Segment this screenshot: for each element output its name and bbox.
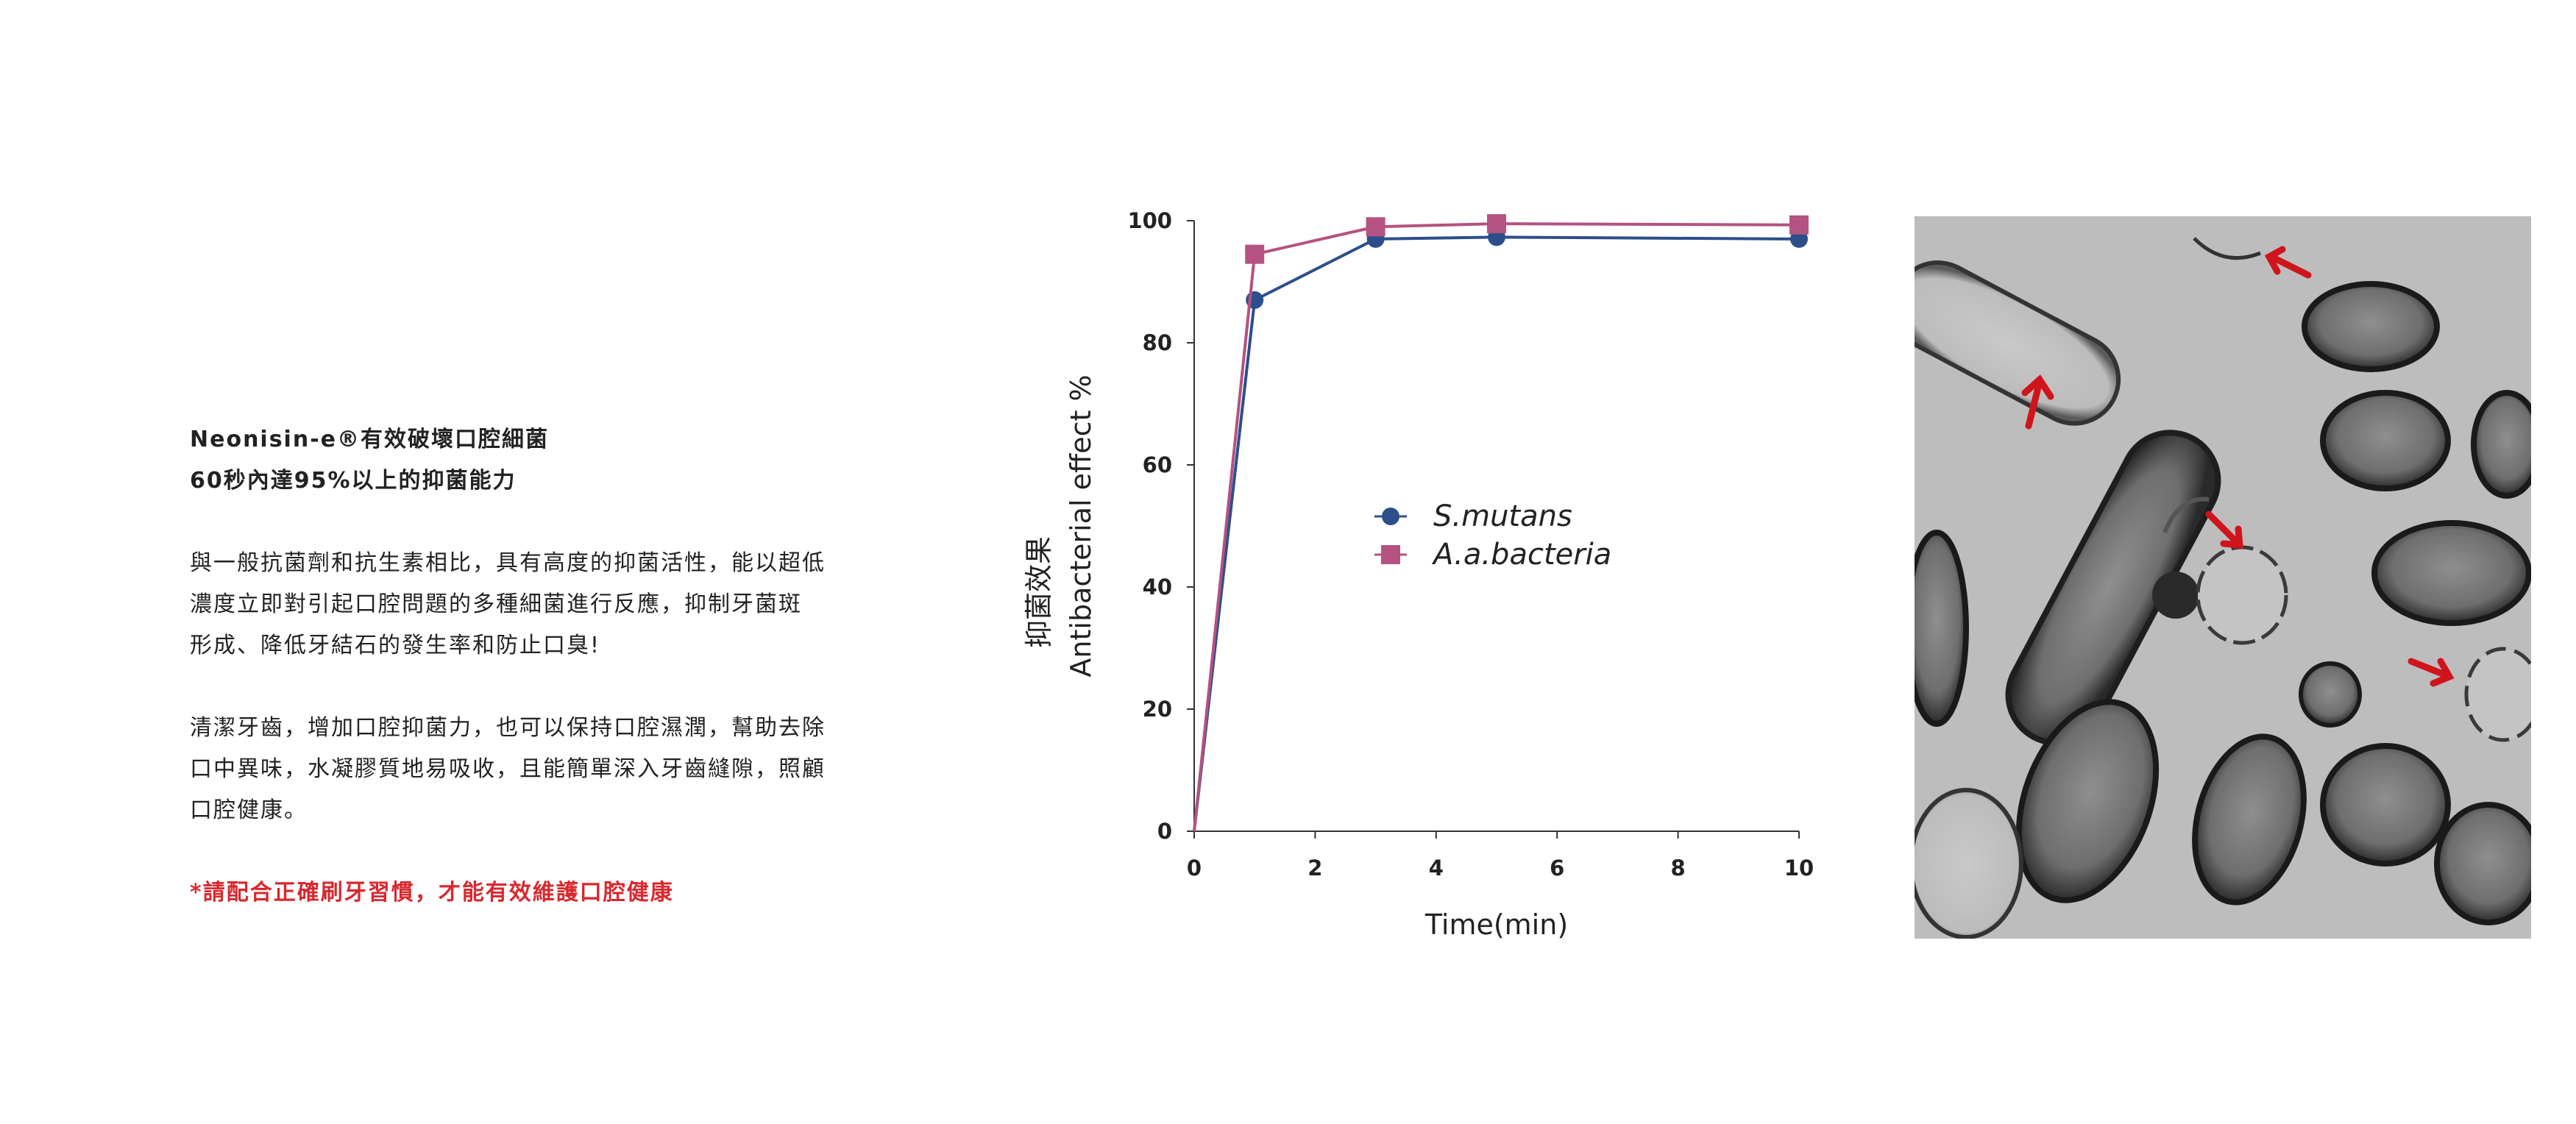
- x-axis-title: Time(min): [1424, 908, 1568, 941]
- oval-bacteria: [1915, 281, 2531, 939]
- arrow-icon: [2408, 658, 2455, 687]
- y-tick-label: 40: [1143, 575, 1172, 600]
- paragraph-1-line: 與一般抗菌劑和抗生素相比，具有高度的抑菌活性，能以超低: [190, 550, 826, 576]
- y-tick-label: 80: [1143, 330, 1172, 355]
- paragraph-1-line: 濃度立即對引起口腔問題的多種細菌進行反應，抑制牙菌斑: [190, 591, 802, 617]
- series-line: [1193, 235, 1800, 832]
- x-tick-label: 10: [1784, 856, 1814, 881]
- chart-axes: 0 20 40 60 80 100 0 2 4 6 8 10: [1127, 208, 1814, 881]
- legend-marker: [1381, 545, 1400, 564]
- headline-line-2: 60秒內達95%以上的抑菌能力: [190, 468, 517, 494]
- lysed-bacteria: [2162, 237, 2531, 742]
- x-tick-label: 8: [1671, 856, 1686, 881]
- headline-line-1: Neonisin-e®有效破壞口腔細菌: [190, 427, 549, 452]
- arrow-icon: [2021, 374, 2054, 430]
- legend-marker: [1382, 508, 1399, 525]
- y-tick-label: 60: [1143, 452, 1172, 477]
- micrograph-svg: [1915, 216, 2531, 939]
- y-axis-title-en: Antibacterial effect %: [1065, 374, 1097, 677]
- description-text: Neonisin-e®有效破壞口腔細菌 60秒內達95%以上的抑菌能力 與一般抗…: [190, 419, 896, 955]
- chart-legend: S.mutans A.a.bacteria: [1374, 499, 1611, 572]
- rod-bacterium: [1915, 260, 2221, 746]
- x-tick-label: 4: [1429, 856, 1444, 881]
- usage-note: *請配合正確刷牙習慣，才能有效維護口腔健康: [190, 880, 674, 906]
- paragraph-1: 與一般抗菌劑和抗生素相比，具有高度的抑菌活性，能以超低 濃度立即對引起口腔問題的…: [190, 543, 896, 666]
- paragraph-2-line: 清潔牙齒，增加口腔抑菌力，也可以保持口腔濕潤，幫助去除: [190, 715, 826, 741]
- y-tick-label: 100: [1127, 208, 1172, 233]
- data-point: [1487, 214, 1506, 234]
- y-axis-title-zh: 抑菌效果: [1023, 536, 1055, 648]
- x-tick-label: 6: [1550, 856, 1564, 881]
- red-arrows: [2021, 246, 2455, 687]
- arrow-icon: [2264, 246, 2312, 279]
- legend-label: A.a.bacteria: [1431, 538, 1611, 572]
- paragraph-2: 清潔牙齒，增加口腔抑菌力，也可以保持口腔濕潤，幫助去除 口中異味，水凝膠質地易吸…: [190, 708, 896, 831]
- chart-svg: 0 20 40 60 80 100 0 2 4 6 8 10 S.mutans A.a.bacteria…: [1023, 208, 1814, 941]
- y-tick-label: 20: [1143, 697, 1172, 722]
- y-tick-label: 0: [1157, 819, 1172, 844]
- paragraph-2-line: 口腔健康。: [190, 797, 308, 823]
- data-point: [1790, 230, 1808, 248]
- arrow-icon: [2205, 511, 2243, 549]
- chart-series: [1193, 214, 1809, 832]
- data-point: [1789, 215, 1809, 235]
- legend-label: S.mutans: [1433, 499, 1572, 533]
- x-tick-label: 2: [1307, 856, 1322, 881]
- data-point: [1366, 217, 1385, 237]
- paragraph-2-line: 口中異味，水凝膠質地易吸收，且能簡單深入牙齒縫隙，照顧: [190, 756, 826, 782]
- paragraph-1-line: 形成、降低牙結石的發生率和防止口臭!: [190, 633, 601, 658]
- data-point: [1245, 244, 1265, 264]
- antibacterial-chart: 0 20 40 60 80 100 0 2 4 6 8 10 S.mutans A.a.bacteria…: [1008, 184, 1869, 956]
- x-tick-label: 0: [1187, 856, 1202, 881]
- bacteria-micrograph-image: [1915, 216, 2531, 939]
- headline: Neonisin-e®有效破壞口腔細菌 60秒內達95%以上的抑菌能力: [190, 419, 896, 502]
